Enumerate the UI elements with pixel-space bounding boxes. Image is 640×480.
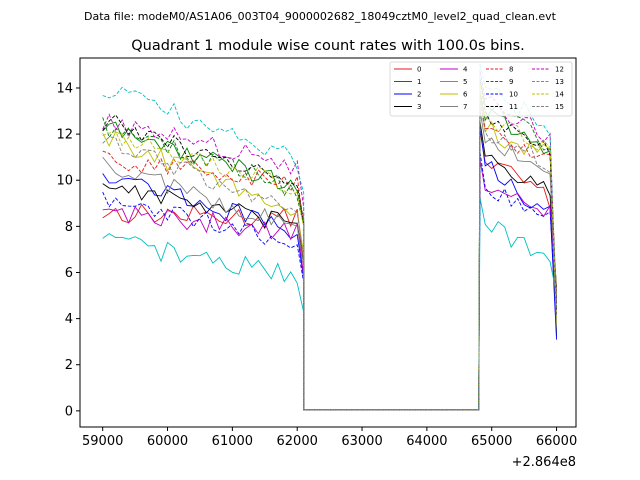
series-line-2 (102, 127, 557, 411)
legend-label-1: 1 (417, 78, 421, 86)
legend-label-2: 2 (417, 91, 421, 99)
y-tick-label: 2 (65, 358, 73, 373)
series-line-1 (102, 92, 557, 411)
legend-label-15: 15 (555, 103, 564, 111)
legend-label-10: 10 (509, 91, 518, 99)
x-tick-label: 66000 (536, 434, 577, 449)
y-tick-label: 4 (65, 312, 73, 327)
series-line-12 (102, 71, 557, 411)
series-line-6 (102, 95, 557, 411)
series-line-10 (102, 152, 557, 411)
legend-label-11: 11 (509, 103, 518, 111)
series-line-8 (102, 99, 557, 411)
legend-label-5: 5 (463, 78, 467, 86)
series-line-3 (102, 122, 557, 411)
x-tick-label: 61000 (212, 434, 253, 449)
series-line-14 (102, 82, 557, 411)
x-tick-label: 63000 (341, 434, 382, 449)
x-offset-label: +2.864e8 (512, 455, 576, 470)
series-line-11 (102, 79, 557, 411)
chart-title: Quadrant 1 module wise count rates with … (131, 38, 525, 54)
y-tick-label: 8 (65, 220, 73, 235)
legend-label-12: 12 (555, 66, 564, 74)
x-tick-label: 60000 (147, 434, 188, 449)
y-tick-label: 12 (56, 128, 73, 143)
x-tick-label: 59000 (82, 434, 123, 449)
legend-label-6: 6 (463, 91, 468, 99)
legend-label-9: 9 (509, 78, 513, 86)
x-tick-label: 65000 (471, 434, 512, 449)
legend-label-13: 13 (555, 78, 564, 86)
legend-label-7: 7 (463, 103, 467, 111)
x-tick-label: 62000 (277, 434, 318, 449)
legend-frame (389, 61, 573, 117)
legend-label-0: 0 (417, 66, 421, 74)
legend-label-4: 4 (463, 66, 468, 74)
y-tick-label: 10 (56, 174, 73, 189)
y-tick-label: 14 (56, 81, 73, 96)
series-line-7 (102, 110, 557, 411)
legend-label-3: 3 (417, 103, 421, 111)
plot-area (80, 58, 576, 427)
series-line-4 (102, 159, 557, 411)
legend-label-14: 14 (555, 91, 564, 99)
x-tick-label: 64000 (406, 434, 447, 449)
x-axis: 59000 60000 61000 62000 63000 64000 65000 66000 (82, 427, 577, 449)
y-tick-label: 6 (65, 266, 73, 281)
y-axis: 0 2 4 6 8 10 12 14 (56, 81, 80, 419)
figure-suptitle: Data file: modeM0/AS1A06_003T04_90000026… (84, 10, 557, 23)
series-layer (102, 63, 557, 411)
legend-label-8: 8 (509, 66, 513, 74)
series-line-15 (102, 102, 557, 411)
plot-frame (79, 57, 577, 428)
y-tick-label: 0 (65, 404, 73, 419)
series-line-5 (102, 197, 557, 411)
